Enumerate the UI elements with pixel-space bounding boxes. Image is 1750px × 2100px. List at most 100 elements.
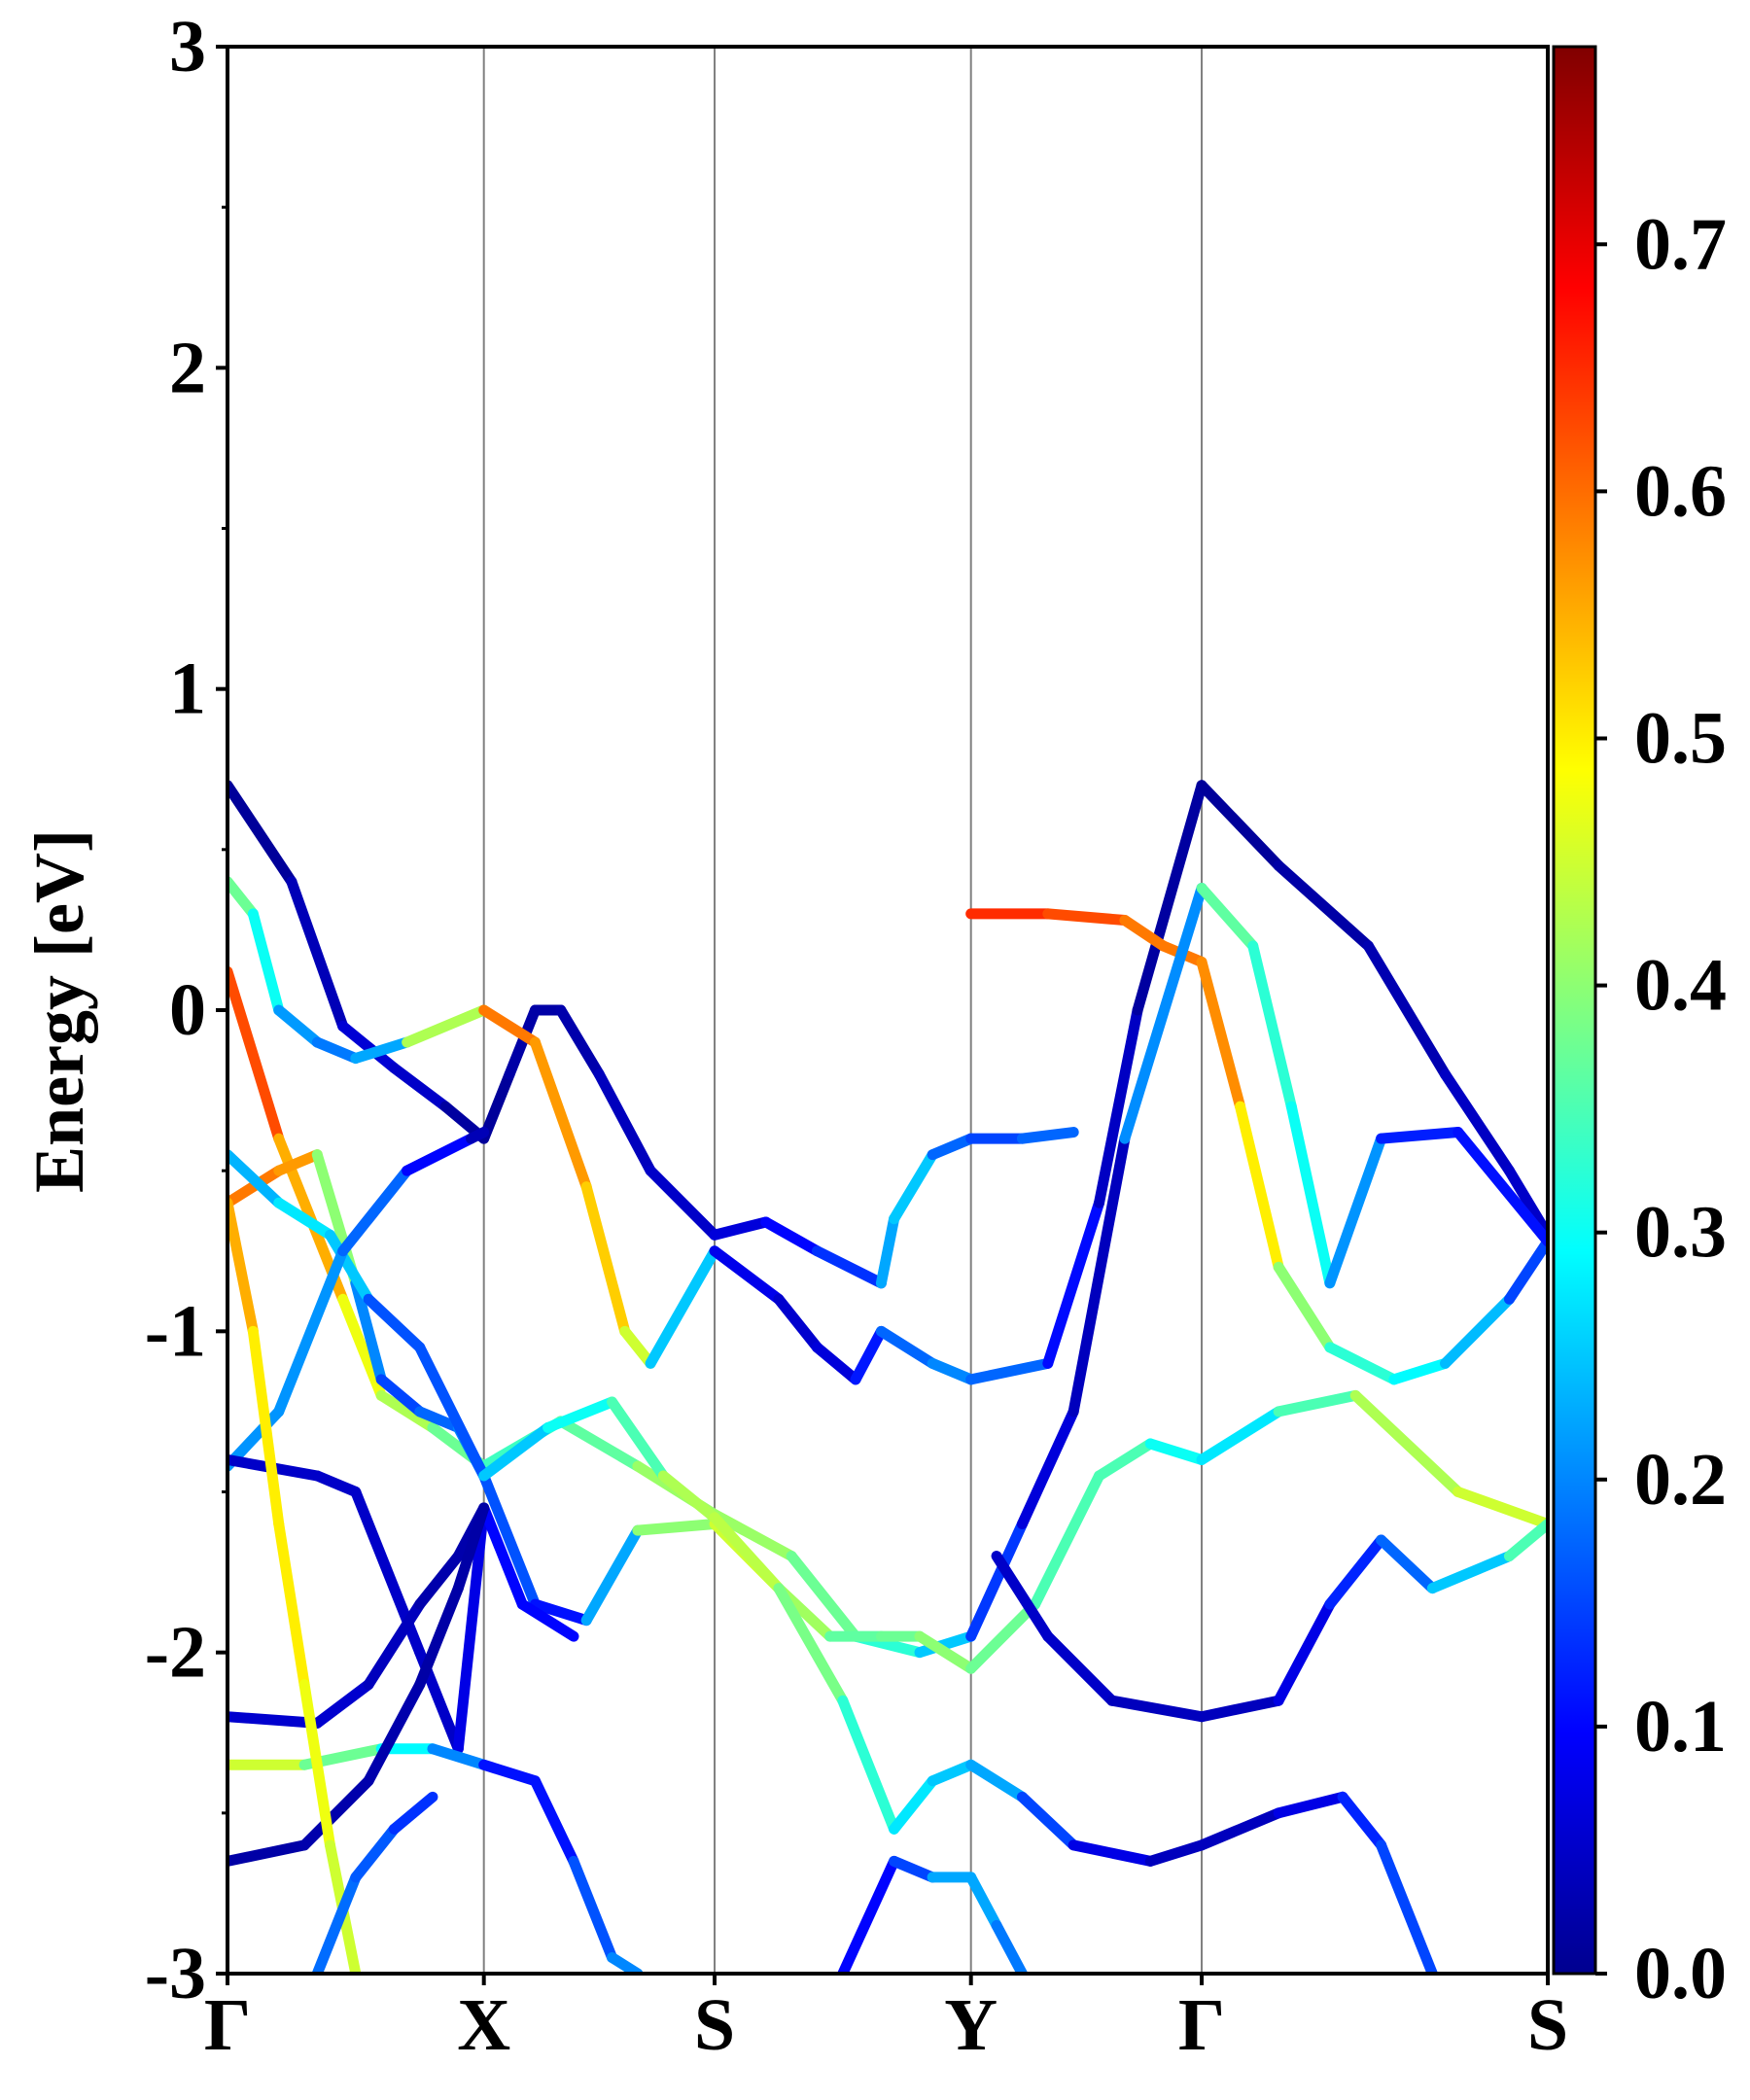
band-segment	[388, 1791, 438, 1835]
band-segment	[273, 1519, 310, 1691]
band-13	[311, 1791, 438, 1974]
band-segment	[837, 1855, 900, 1974]
band-segment	[273, 1245, 349, 1418]
band-segment	[311, 1872, 362, 1974]
band-segment	[1426, 1551, 1515, 1594]
band-segment	[228, 1165, 285, 1208]
band-segment	[914, 1630, 977, 1659]
y-axis-ticks: -3 -2 -1 0 1 2 3	[145, 6, 228, 2014]
band-segment	[991, 1551, 1054, 1642]
band-segment	[337, 1293, 387, 1401]
band-segment	[657, 1470, 720, 1523]
band-segment	[478, 1068, 515, 1144]
band-segment	[1452, 1127, 1548, 1247]
band-segment	[311, 1470, 362, 1497]
colorbar-tick-label: 0.3	[1634, 1192, 1727, 1274]
band-9	[228, 1743, 644, 1974]
band-segment	[1388, 1357, 1452, 1385]
band-segment	[760, 1216, 822, 1257]
band-segment	[850, 1325, 887, 1385]
band-segment	[402, 1004, 490, 1048]
band-segment	[889, 1855, 938, 1883]
band-segment	[1503, 1236, 1548, 1305]
band-segment	[889, 1149, 938, 1225]
band-segment	[1068, 1133, 1131, 1418]
band-segment	[516, 1598, 579, 1642]
band-segment	[324, 1229, 374, 1305]
colorbar-tick-label: 0.5	[1634, 697, 1727, 779]
band-segment	[965, 1759, 1028, 1802]
x-tick-label: X	[457, 1984, 510, 2066]
band-segment	[529, 1775, 579, 1867]
band-segment	[273, 1004, 323, 1048]
band-segment	[1337, 1791, 1387, 1851]
band-segment	[1042, 908, 1131, 927]
band-segment	[619, 1325, 656, 1369]
band-segment	[228, 876, 259, 920]
band-segment	[1016, 1406, 1079, 1530]
band-segment	[427, 1743, 490, 1770]
band-segment	[1119, 915, 1169, 952]
band-segment	[478, 1470, 541, 1610]
band-segment	[1440, 1293, 1515, 1369]
band-segment	[811, 1245, 887, 1289]
band-segment	[414, 1342, 490, 1482]
band-segment	[555, 1416, 644, 1472]
band-segment	[1376, 1839, 1438, 1974]
band-segment	[786, 1551, 861, 1642]
band-segment	[875, 1213, 900, 1289]
band-segment	[645, 1245, 720, 1369]
band-segment	[1016, 1791, 1079, 1851]
band-segment	[555, 1004, 605, 1080]
band-segment	[1349, 1389, 1464, 1497]
band-segment	[607, 1396, 669, 1482]
band-2	[965, 908, 1548, 1385]
band-segment	[298, 1679, 335, 1851]
band-segment	[1503, 1165, 1548, 1241]
band-segment	[580, 1524, 644, 1627]
band-segment	[927, 1133, 977, 1161]
y-tick-label: 3	[169, 6, 206, 88]
band-segment	[927, 1759, 977, 1787]
band-segment	[1094, 1004, 1143, 1208]
band-segment	[965, 1519, 1028, 1642]
band-segment	[1324, 1534, 1387, 1610]
plot-frame	[226, 45, 1550, 1976]
band-segment	[286, 876, 349, 1032]
band-segment	[311, 1679, 374, 1729]
band-segment	[414, 1406, 464, 1433]
band-segment	[1324, 1342, 1400, 1385]
x-tick-label: Γ	[1178, 1984, 1225, 2066]
band-14	[991, 1519, 1548, 1723]
band-segment	[402, 1133, 477, 1176]
band-segment	[542, 1396, 618, 1433]
band-segment	[1196, 1807, 1284, 1851]
band-segment	[1094, 1438, 1156, 1482]
band-segment	[414, 1551, 464, 1610]
colorbar-tick-label: 0.1	[1634, 1686, 1727, 1768]
band-segment	[414, 1583, 464, 1691]
band-1	[228, 780, 1548, 1385]
band-segment	[837, 1695, 900, 1835]
band-segment	[1273, 1791, 1348, 1819]
y-tick-label: -3	[145, 1933, 206, 2014]
band-segment	[580, 1181, 631, 1337]
band-segment	[452, 1502, 490, 1755]
band-segment	[529, 1598, 592, 1627]
band-0	[228, 780, 1079, 1289]
band-3	[228, 882, 1548, 1659]
band-segment	[363, 1293, 426, 1353]
y-tick-label: 1	[169, 648, 206, 730]
band-segment	[350, 1823, 400, 1883]
band-segment	[1503, 1519, 1548, 1562]
band-12	[837, 1855, 1028, 1974]
band-segment	[478, 1502, 528, 1610]
band-segment	[965, 1598, 1041, 1674]
band-segment	[363, 1598, 426, 1691]
band-segment	[529, 1036, 592, 1193]
band-segment	[568, 1855, 618, 1963]
band-segment	[593, 1068, 656, 1176]
band-segment	[1030, 1470, 1105, 1610]
band-segment	[645, 1165, 720, 1241]
